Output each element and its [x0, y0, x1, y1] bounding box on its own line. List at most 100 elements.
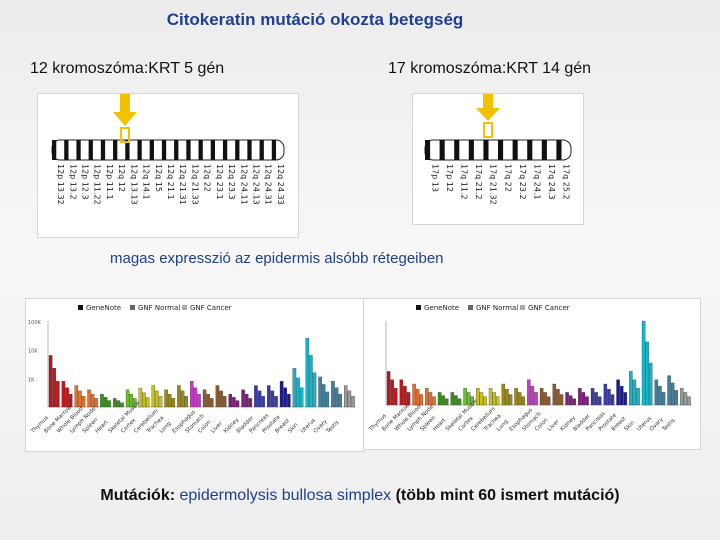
expression-bar — [492, 392, 496, 406]
expression-bar — [445, 398, 449, 406]
expression-bar — [670, 382, 675, 406]
expression-bar — [107, 400, 111, 408]
expression-bar — [90, 393, 95, 408]
expression-bar — [103, 397, 108, 408]
chr17-band — [454, 140, 460, 160]
expression-bar — [590, 388, 595, 406]
expression-bar — [466, 392, 471, 406]
expression-bar — [206, 393, 210, 408]
chr17-band — [425, 140, 431, 160]
legend-label: GeneNote — [86, 304, 121, 312]
expression-bar — [151, 385, 156, 408]
expression-bar — [222, 396, 227, 408]
expression-bar — [351, 396, 355, 408]
chr17-band — [556, 140, 562, 160]
expression-bar — [241, 389, 245, 408]
chromosome-17-ideogram: 17p 13 17p 12 17q 11.2 17q 21.2 17q 21.32 17q… — [412, 93, 584, 225]
expression-bar — [527, 379, 531, 406]
chr12-band-label: 12q 21.33 — [190, 164, 199, 205]
expression-bar — [581, 392, 586, 406]
expression-bar — [680, 388, 684, 406]
chr12-band — [161, 140, 167, 160]
expression-bar — [338, 393, 342, 408]
expression-bar — [133, 398, 137, 408]
chr12-band — [174, 140, 179, 160]
expression-bar — [171, 398, 176, 408]
expression-bar — [488, 388, 493, 406]
expression-bar — [219, 390, 223, 408]
expression-bar — [344, 385, 348, 408]
expression-bar — [556, 389, 560, 406]
chr17-band — [498, 140, 504, 160]
expression-bar — [441, 395, 445, 406]
expression-bar — [331, 381, 335, 408]
locus-arrow-icon — [113, 94, 137, 143]
chr12-band — [137, 140, 142, 160]
chromosome-12-ideogram: 12p 13.32 12p 13.2 12p 12.3 12p 11.22 12p 11… — [37, 93, 299, 238]
expression-bar — [193, 387, 198, 408]
expression-bar — [244, 393, 249, 408]
expression-bar — [658, 385, 662, 406]
chr12-band-label: 12q 21.1 — [166, 164, 175, 200]
expression-bar — [248, 398, 253, 408]
chr12-band-label: 12q 24.31 — [264, 164, 273, 205]
chr12-band — [186, 140, 191, 160]
chr12-band-label: 12q 13.13 — [129, 164, 138, 205]
chr12-band-label: 12q 23.3 — [227, 164, 236, 200]
expression-bar — [683, 392, 688, 406]
expression-bar — [129, 393, 133, 408]
expression-bar — [585, 396, 589, 406]
chr12-band — [271, 140, 277, 160]
expression-bar — [312, 372, 317, 408]
expression-bar — [299, 387, 304, 408]
mutations-prefix: Mutációk: — [100, 487, 180, 504]
expression-bar — [325, 391, 330, 408]
y-tick-label: 10K — [28, 349, 38, 355]
chr12-band-label: 12q 23.1 — [215, 164, 224, 200]
chr12-band — [64, 140, 69, 160]
legend-label: GeneNote — [424, 304, 459, 312]
chr12-band — [210, 140, 216, 160]
expression-bar — [296, 377, 300, 408]
chr12-band — [100, 140, 106, 160]
expression-bar — [87, 389, 91, 408]
chr12-band — [247, 140, 252, 160]
expression-bar — [254, 385, 258, 408]
chromosome-12-bands — [51, 139, 285, 161]
expression-bar — [454, 395, 458, 406]
expression-bar — [649, 362, 653, 406]
chr12-band-label: 12q 22 — [203, 164, 212, 192]
expression-bar — [437, 392, 442, 406]
expression-bar — [94, 398, 99, 408]
chr12-band-label: 12q 14.1 — [142, 164, 151, 200]
expression-bar — [476, 388, 480, 406]
expression-bar — [450, 392, 455, 406]
expression-bar — [81, 396, 86, 408]
chr17-band — [512, 140, 518, 160]
expression-bar — [202, 389, 207, 408]
expression-bar — [547, 396, 551, 406]
chr17-band — [439, 140, 445, 160]
chr17-band-label: 17q 25.2 — [562, 164, 571, 200]
expression-bar — [177, 385, 181, 408]
expression-bar — [619, 385, 624, 406]
expression-bar — [419, 394, 424, 406]
chr12-band — [222, 140, 228, 160]
expression-bar — [508, 394, 513, 406]
tissue-label: Liver — [210, 420, 224, 434]
expression-bar — [228, 393, 233, 408]
expression-bar — [610, 394, 615, 406]
expression-bar — [100, 393, 104, 408]
expression-bar — [48, 355, 53, 408]
expression-bar — [432, 396, 436, 406]
expression-bar — [415, 389, 420, 406]
expression-bar — [674, 390, 678, 406]
expression-bar — [142, 392, 146, 408]
expression-bar — [530, 385, 535, 406]
expression-bar — [138, 387, 143, 408]
expression-bar — [565, 392, 569, 406]
expression-bar — [155, 390, 159, 408]
expression-bar — [425, 388, 429, 406]
expression-bar — [232, 397, 236, 408]
